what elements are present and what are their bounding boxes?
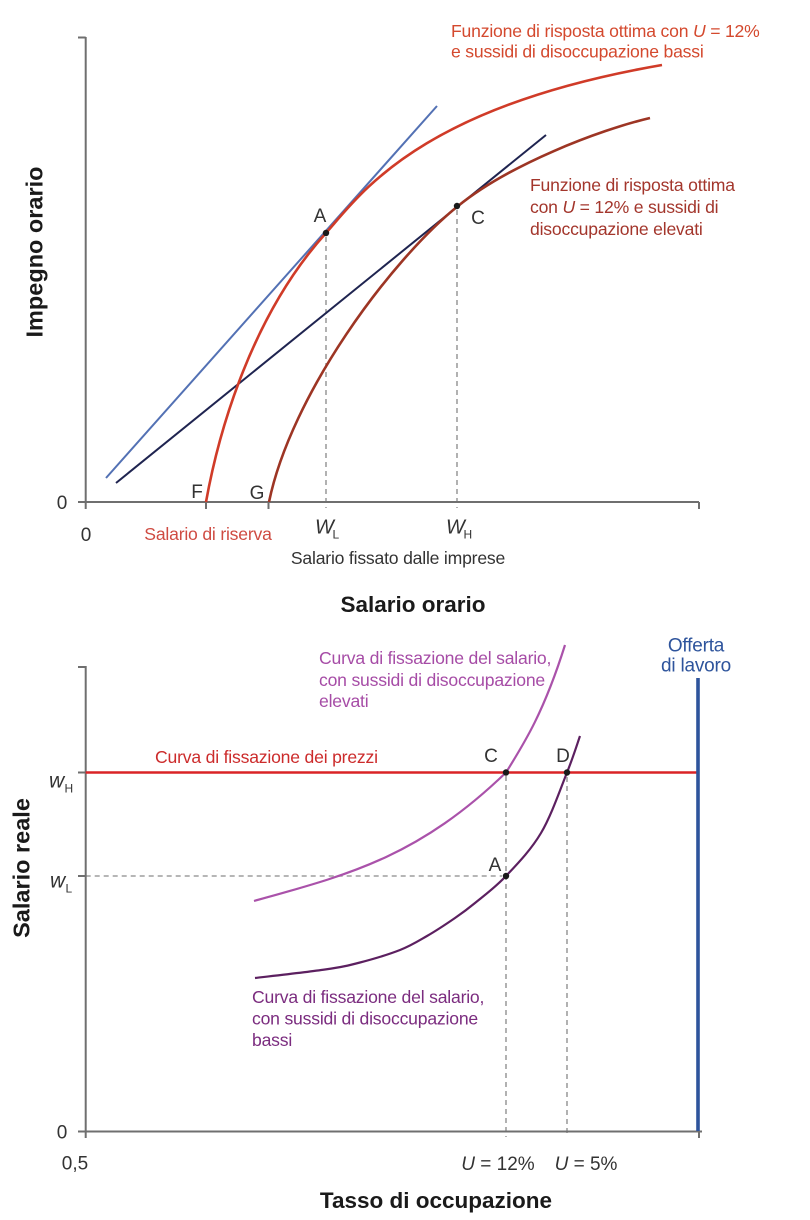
svg-text:0: 0 <box>57 1123 68 1144</box>
svg-text:w: w <box>49 770 66 793</box>
svg-text:L: L <box>66 882 73 896</box>
svg-text:e sussidi di disoccupazione ba: e sussidi di disoccupazione bassi <box>451 42 704 62</box>
svg-text:C: C <box>484 746 498 767</box>
svg-text:Offerta: Offerta <box>668 636 725 657</box>
svg-text:C: C <box>471 208 485 229</box>
svg-text:U = 12%: U = 12% <box>461 1154 535 1175</box>
svg-text:U = 5%: U = 5% <box>555 1154 618 1175</box>
svg-text:Salario reale: Salario reale <box>9 798 35 938</box>
svg-text:w: w <box>50 870 67 893</box>
svg-text:W: W <box>315 517 336 539</box>
svg-text:Funzione di risposta ottima co: Funzione di risposta ottima con U = 12% <box>451 21 760 41</box>
svg-text:Curva di fissazione del salari: Curva di fissazione del salario, <box>252 987 484 1007</box>
svg-text:G: G <box>250 483 265 504</box>
svg-text:H: H <box>464 528 473 542</box>
svg-text:A: A <box>489 855 502 876</box>
svg-text:0,5: 0,5 <box>62 1154 88 1175</box>
svg-text:con sussidi di disoccupazione: con sussidi di disoccupazione <box>319 670 545 690</box>
svg-text:Curva di fissazione del salari: Curva di fissazione del salario, <box>319 648 551 668</box>
svg-text:Salario fissato dalle imprese: Salario fissato dalle imprese <box>291 548 505 568</box>
svg-text:elevati: elevati <box>319 691 368 711</box>
svg-text:con sussidi di disoccupazione: con sussidi di disoccupazione <box>252 1009 478 1029</box>
svg-text:0: 0 <box>57 493 68 514</box>
svg-text:Funzione di risposta ottima: Funzione di risposta ottima <box>530 175 735 195</box>
svg-text:di lavoro: di lavoro <box>661 656 731 677</box>
svg-text:con U = 12% e sussidi di: con U = 12% e sussidi di <box>530 197 718 217</box>
svg-text:D: D <box>556 746 570 767</box>
svg-text:Salario orario: Salario orario <box>340 592 485 617</box>
svg-text:W: W <box>446 517 467 539</box>
svg-text:A: A <box>314 206 327 227</box>
svg-text:Salario di riserva: Salario di riserva <box>144 524 272 544</box>
svg-text:disoccupazione elevati: disoccupazione elevati <box>530 219 703 239</box>
svg-text:F: F <box>191 482 203 503</box>
svg-text:Impegno orario: Impegno orario <box>22 166 48 337</box>
svg-text:Tasso di occupazione: Tasso di occupazione <box>320 1188 552 1213</box>
svg-text:L: L <box>333 528 340 542</box>
svg-text:bassi: bassi <box>252 1030 292 1050</box>
svg-text:Curva di fissazione dei prezzi: Curva di fissazione dei prezzi <box>155 747 378 767</box>
svg-text:H: H <box>65 782 74 796</box>
svg-text:0: 0 <box>81 525 92 546</box>
